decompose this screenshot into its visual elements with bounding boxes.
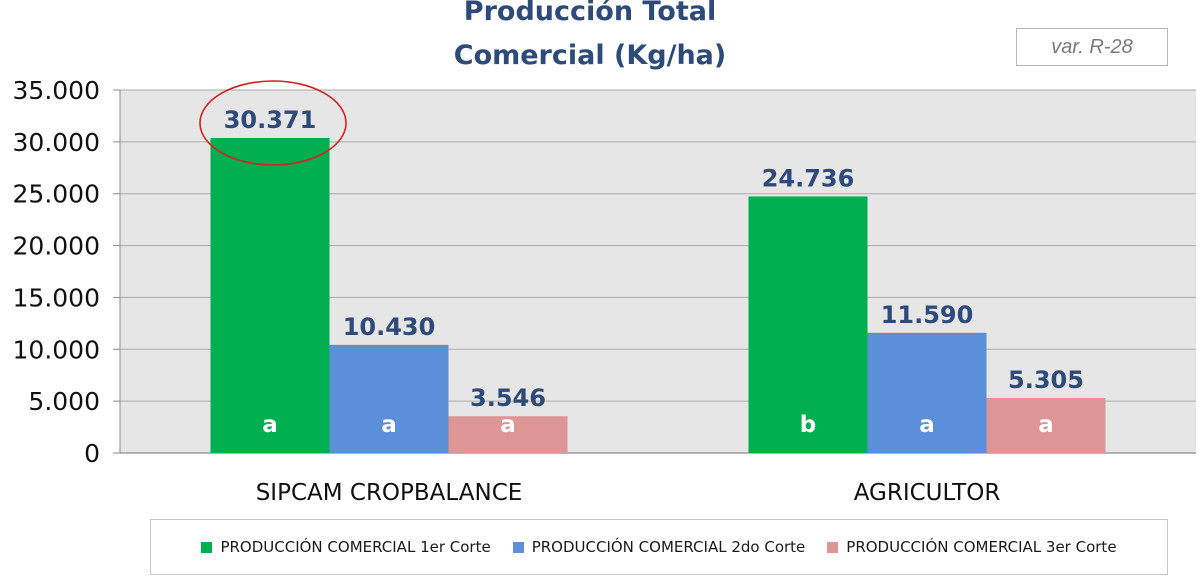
data-label: 24.736 <box>762 164 855 192</box>
variety-label: var. R-28 <box>1016 28 1168 66</box>
bar <box>867 332 987 453</box>
chart-legend: PRODUCCIÓN COMERCIAL 1er Corte PRODUCCIÓ… <box>150 519 1168 575</box>
y-tick-label: 0 <box>84 439 100 468</box>
x-tick-label: AGRICULTOR <box>854 480 1001 506</box>
data-label: 10.430 <box>343 313 436 341</box>
legend-label-2do-corte: PRODUCCIÓN COMERCIAL 2do Corte <box>531 538 806 556</box>
bar <box>986 397 1106 453</box>
legend-item-2do-corte: PRODUCCIÓN COMERCIAL 2do Corte <box>512 538 806 556</box>
y-tick-label: 15.000 <box>13 283 100 312</box>
legend-label-3er-corte: PRODUCCIÓN COMERCIAL 3er Corte <box>846 538 1117 556</box>
y-tick-label: 10.000 <box>13 335 100 364</box>
legend-label-1er-corte: PRODUCCIÓN COMERCIAL 1er Corte <box>220 538 491 556</box>
bar <box>748 196 868 454</box>
data-label: 5.305 <box>1008 366 1084 394</box>
significance-letter: a <box>500 412 516 438</box>
y-tick-label: 30.000 <box>13 128 100 157</box>
significance-letter: a <box>1038 412 1054 438</box>
y-tick-label: 35.000 <box>13 76 100 105</box>
data-label: 30.371 <box>224 106 317 134</box>
bar <box>448 416 568 453</box>
y-tick-label: 25.000 <box>13 180 100 209</box>
data-label: 3.546 <box>470 384 546 412</box>
significance-letter: b <box>800 412 816 438</box>
legend-item-3er-corte: PRODUCCIÓN COMERCIAL 3er Corte <box>827 538 1117 556</box>
y-tick-label: 20.000 <box>13 232 100 261</box>
chart-title-line2: Comercial (Kg/ha) <box>453 40 727 71</box>
significance-letter: a <box>262 412 278 438</box>
legend-swatch-3er-corte <box>827 541 839 553</box>
chart-title-line1: Producción Total <box>463 0 717 27</box>
bar <box>210 138 330 453</box>
legend-swatch-2do-corte <box>512 541 524 553</box>
legend-swatch-1er-corte <box>201 541 213 553</box>
y-tick-label: 5.000 <box>28 387 100 416</box>
legend-item-1er-corte: PRODUCCIÓN COMERCIAL 1er Corte <box>201 538 491 556</box>
data-label: 11.590 <box>881 301 974 329</box>
x-tick-label: SIPCAM CROPBALANCE <box>256 480 523 506</box>
highlight-ellipse <box>199 80 347 166</box>
significance-letter: a <box>919 412 935 438</box>
bar <box>329 344 449 453</box>
significance-letter: a <box>381 412 397 438</box>
